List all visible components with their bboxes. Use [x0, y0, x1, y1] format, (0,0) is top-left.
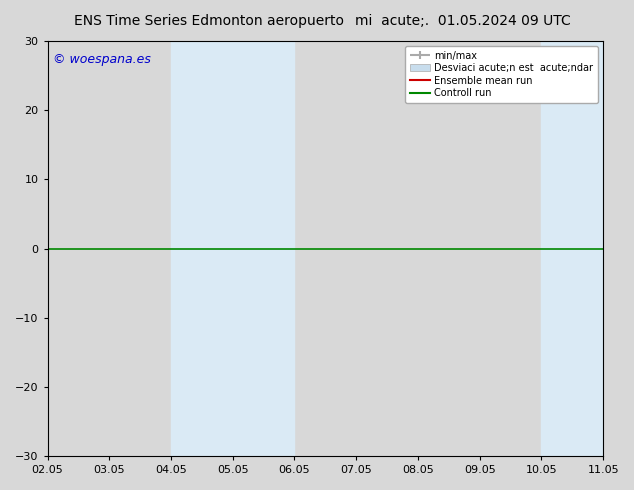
Bar	[541, 41, 603, 456]
Bar	[233, 41, 294, 456]
Legend: min/max, Desviaci acute;n est  acute;ndar, Ensemble mean run, Controll run: min/max, Desviaci acute;n est acute;ndar…	[405, 46, 598, 103]
Text: © woespana.es: © woespana.es	[53, 53, 151, 67]
Text: mi  acute;.  01.05.2024 09 UTC: mi acute;. 01.05.2024 09 UTC	[355, 14, 571, 28]
Text: ENS Time Series Edmonton aeropuerto: ENS Time Series Edmonton aeropuerto	[74, 14, 344, 28]
Bar	[171, 41, 233, 456]
